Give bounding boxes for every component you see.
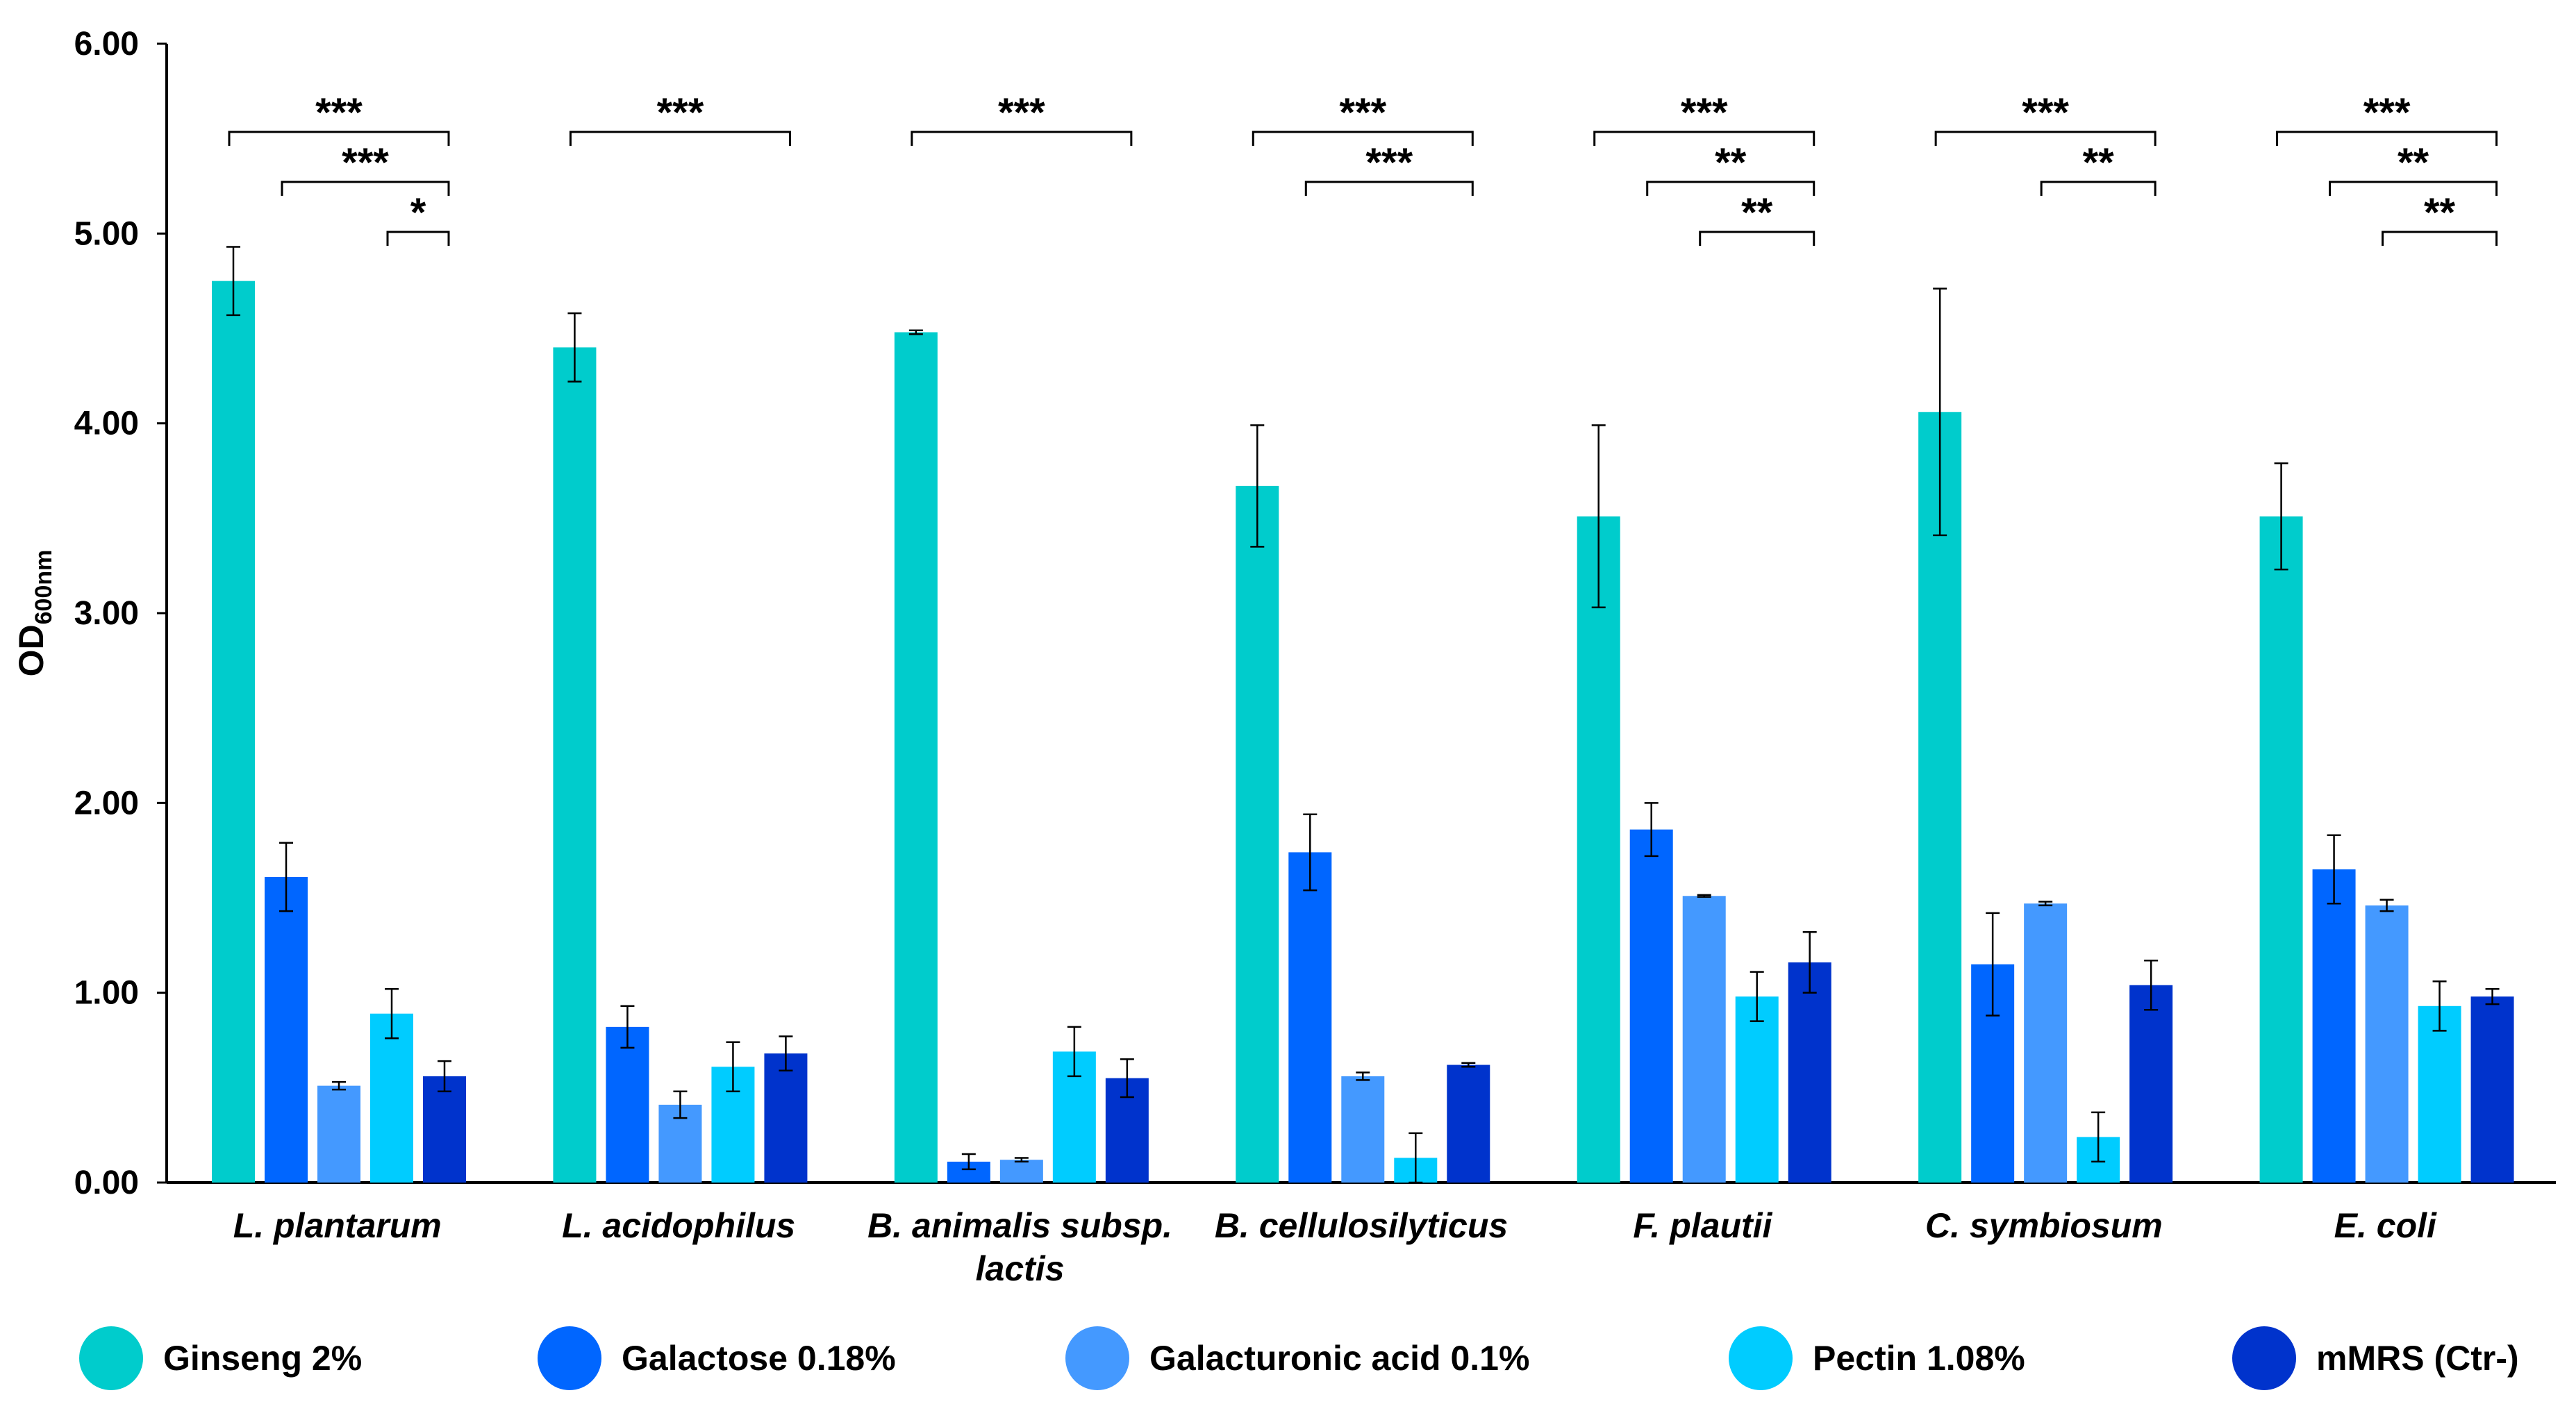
category-label: F. plautii (1633, 1206, 1772, 1245)
bar (1918, 412, 1962, 1183)
bar (1735, 996, 1779, 1183)
significance-bracket (911, 131, 1133, 146)
significance-label: ** (1741, 190, 1773, 235)
significance-label: ** (1715, 140, 1747, 185)
bar (553, 347, 597, 1183)
bar (894, 332, 938, 1183)
y-tick-label: 4.00 (74, 406, 139, 442)
significance-brackets: ********** *** ************************* (228, 90, 2498, 246)
legend-swatch (1065, 1326, 1129, 1390)
bar (317, 1085, 360, 1183)
category-label: E. coli (2334, 1206, 2437, 1245)
legend-label: Galacturonic acid 0.1% (1149, 1339, 1529, 1378)
significance-bracket (228, 131, 450, 146)
bar (1629, 829, 1673, 1183)
legend-swatch (1729, 1326, 1793, 1390)
significance-bracket (569, 131, 791, 146)
bar (423, 1076, 466, 1183)
y-axis-label: OD600nm (12, 550, 57, 677)
significance-label: *** (2363, 90, 2411, 135)
legend-label: Ginseng 2% (163, 1339, 362, 1378)
y-tick-label: 1.00 (74, 975, 139, 1012)
category-label: lactis (976, 1249, 1065, 1288)
bar (1788, 962, 1831, 1183)
significance-bracket (1304, 181, 1474, 196)
significance-label: *** (1365, 140, 1413, 185)
bar (764, 1053, 808, 1183)
significance-bracket (2329, 181, 2498, 196)
bar (265, 876, 308, 1183)
y-tick-label: 0.00 (74, 1164, 139, 1201)
y-tick-label: 2.00 (74, 785, 139, 821)
legend-label: Pectin 1.08% (1813, 1339, 2025, 1378)
legend-swatch (538, 1326, 601, 1390)
bar (1341, 1076, 1385, 1183)
category-label: B. animalis subsp. (867, 1206, 1172, 1245)
legend-label: mMRS (Ctr-) (2316, 1339, 2519, 1378)
legend-swatch (2232, 1326, 2296, 1390)
bar (2365, 905, 2409, 1183)
significance-bracket (1252, 131, 1474, 146)
bar (999, 1160, 1043, 1183)
axis-labels: 0.00 1.00 2.00 3.00 4.00 5.00 6.00 OD600nm L. pl… (12, 26, 2437, 1288)
significance-label: ** (2398, 140, 2429, 185)
significance-label: *** (315, 90, 363, 135)
significance-label: ** (2424, 190, 2456, 235)
category-label: L. acidophilus (562, 1206, 795, 1245)
significance-bracket (1593, 131, 1815, 146)
significance-label: *** (342, 140, 389, 185)
category-label: L. plantarum (233, 1206, 442, 1245)
y-tick-label: 3.00 (74, 595, 139, 632)
significance-bracket (281, 181, 450, 196)
bar (606, 1026, 649, 1183)
bar (370, 1013, 413, 1183)
significance-bracket (2040, 181, 2157, 196)
bar (2312, 869, 2356, 1183)
significance-bracket (1699, 231, 1815, 246)
significance-label: ** (2083, 140, 2115, 185)
category-label: C. symbiosum (1925, 1206, 2163, 1245)
bar (1682, 896, 1726, 1183)
bar (1447, 1064, 1490, 1183)
legend-label: Galactose 0.18% (622, 1339, 896, 1378)
legend: Ginseng 2% Galactose 0.18% Galacturonic ac… (79, 1326, 2519, 1390)
significance-label: *** (1339, 90, 1386, 135)
bar (1577, 516, 1620, 1183)
significance-bracket (1646, 181, 1815, 196)
bar (1236, 485, 1279, 1183)
y-axis-label-subscript: 600nm (31, 550, 57, 625)
y-axis-label-main: OD (12, 624, 51, 676)
significance-label: *** (2022, 90, 2069, 135)
axes (157, 42, 2556, 1184)
significance-label: * (410, 190, 426, 235)
significance-label: *** (998, 90, 1045, 135)
bar (2024, 903, 2068, 1183)
y-tick-label: 5.00 (74, 215, 139, 252)
y-tick-label: 6.00 (74, 26, 139, 62)
bar (2259, 516, 2303, 1183)
category-label: B. cellulosilyticus (1215, 1206, 1508, 1245)
bars (212, 281, 2514, 1183)
bar (2129, 985, 2173, 1183)
significance-bracket (1934, 131, 2157, 146)
bar (2470, 996, 2514, 1183)
significance-bracket (386, 231, 450, 246)
legend-swatch (79, 1326, 143, 1390)
significance-bracket (2276, 131, 2498, 146)
significance-bracket (2382, 231, 2498, 246)
significance-label: *** (657, 90, 704, 135)
bar (1288, 852, 1332, 1183)
bar (2418, 1005, 2461, 1183)
significance-label: *** (1681, 90, 1728, 135)
bar (212, 281, 255, 1183)
error-bars (226, 246, 2500, 1184)
